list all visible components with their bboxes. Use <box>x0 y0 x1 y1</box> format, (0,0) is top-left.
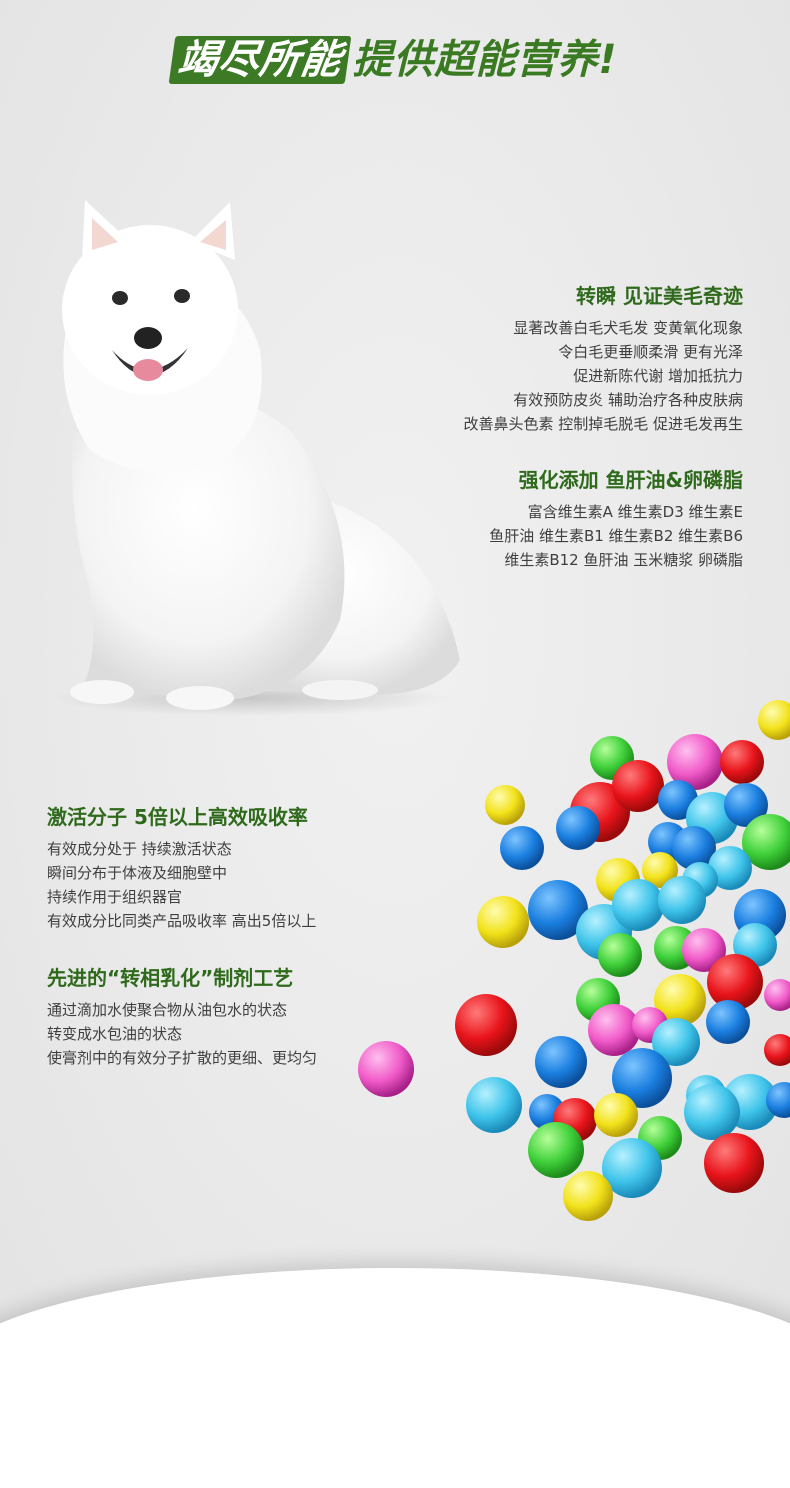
section-fur-miracle-title: 转瞬 见证美毛奇迹 <box>576 284 743 308</box>
ball <box>477 896 529 948</box>
ball <box>485 785 525 825</box>
section-fur-miracle-line: 显著改善白毛犬毛发 变黄氧化现象 <box>513 319 743 337</box>
headline-text: 提供超能营养! <box>352 37 618 83</box>
ball <box>588 1004 640 1056</box>
section-absorption-line: 瞬间分布于体液及细胞壁中 <box>47 864 228 882</box>
ball <box>598 933 642 977</box>
ball <box>704 1133 764 1193</box>
ball <box>684 1084 740 1140</box>
section-emulsion-line: 转变成水包油的状态 <box>47 1025 183 1043</box>
section-fish-oil: 强化添加 鱼肝油&卵磷脂 富含维生素A 维生素D3 维生素E 鱼肝油 维生素B1… <box>489 466 743 572</box>
ball <box>528 880 588 940</box>
page-headline: 竭尽所能 提供超能营养! <box>0 36 790 84</box>
ball <box>654 974 706 1026</box>
ball <box>667 734 723 790</box>
section-fish-oil-line: 鱼肝油 维生素B1 维生素B2 维生素B6 <box>489 527 743 545</box>
ball <box>563 1171 613 1221</box>
ball <box>612 1048 672 1108</box>
colorful-balls-image <box>455 700 790 1221</box>
section-fish-oil-line: 维生素B12 鱼肝油 玉米糖浆 卵磷脂 <box>504 551 743 569</box>
ball <box>720 740 764 784</box>
section-fur-miracle: 转瞬 见证美毛奇迹 显著改善白毛犬毛发 变黄氧化现象 令白毛更垂顺柔滑 更有光泽… <box>463 282 743 436</box>
ball <box>535 1036 587 1088</box>
section-fish-oil-title: 强化添加 鱼肝油&卵磷脂 <box>518 468 743 492</box>
ball <box>528 1122 584 1178</box>
ball <box>500 826 544 870</box>
ball <box>556 806 600 850</box>
ball <box>708 846 752 890</box>
ball <box>764 979 790 1011</box>
ball <box>724 783 768 827</box>
section-fish-oil-line: 富含维生素A 维生素D3 维生素E <box>527 503 743 521</box>
white-dog-image <box>50 200 460 716</box>
ball <box>758 700 790 740</box>
ball <box>652 1018 700 1066</box>
ball <box>706 1000 750 1044</box>
section-absorption-line: 有效成分比同类产品吸收率 高出5倍以上 <box>47 912 317 930</box>
ball-cluster <box>455 700 790 1221</box>
section-absorption: 激活分子 5倍以上高效吸收率 有效成分处于 持续激活状态 瞬间分布于体液及细胞壁… <box>47 803 316 933</box>
ball <box>642 852 678 888</box>
ball <box>742 814 790 870</box>
ball <box>766 1082 790 1118</box>
section-fur-miracle-line: 改善鼻头色素 控制掉毛脱毛 促进毛发再生 <box>463 415 743 433</box>
ball <box>764 1034 790 1066</box>
section-emulsion-line: 通过滴加水使聚合物从油包水的状态 <box>47 1001 288 1019</box>
ball <box>658 876 706 924</box>
ball <box>455 994 517 1056</box>
section-absorption-line: 有效成分处于 持续激活状态 <box>47 840 232 858</box>
ball <box>707 954 763 1010</box>
section-emulsion-title: 先进的“转相乳化”制剂工艺 <box>47 966 294 990</box>
ball <box>682 928 726 972</box>
ball <box>672 826 716 870</box>
ball <box>602 1138 662 1198</box>
section-absorption-title: 激活分子 5倍以上高效吸收率 <box>47 805 308 829</box>
ball <box>466 1077 522 1133</box>
section-emulsion-line: 使膏剂中的有效分子扩散的更细、更均匀 <box>47 1049 318 1067</box>
section-emulsion: 先进的“转相乳化”制剂工艺 通过滴加水使聚合物从油包水的状态 转变成水包油的状态… <box>47 964 317 1070</box>
ball <box>612 879 664 931</box>
section-fur-miracle-line: 令白毛更垂顺柔滑 更有光泽 <box>558 343 743 361</box>
ball <box>612 760 664 812</box>
ball <box>594 1093 638 1137</box>
section-absorption-line: 持续作用于组织器官 <box>47 888 183 906</box>
section-fur-miracle-line: 有效预防皮炎 辅助治疗各种皮肤病 <box>513 391 743 409</box>
section-fur-miracle-line: 促进新陈代谢 增加抵抗力 <box>573 367 743 385</box>
pink-ball <box>358 1041 414 1097</box>
